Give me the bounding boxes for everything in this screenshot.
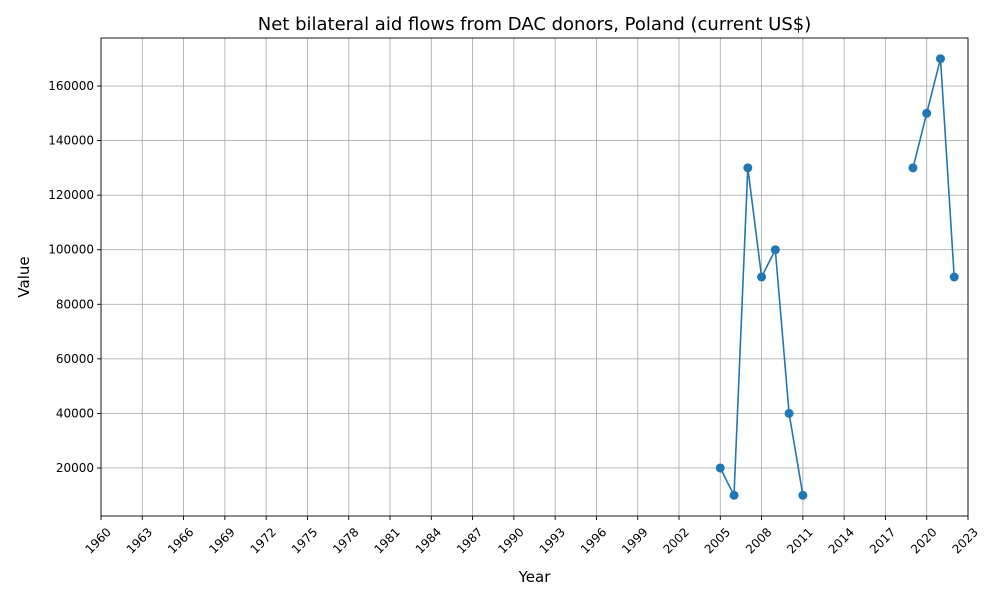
x-tick-label: 1987 [454,525,485,556]
y-tick-label: 140000 [48,134,94,148]
data-point [743,163,753,173]
data-point [949,272,959,282]
x-tick-label: 1966 [165,525,196,556]
x-tick-label: 1972 [248,525,279,556]
x-tick-label: 2005 [702,525,733,556]
x-tick-label: 1975 [289,525,320,556]
y-tick-label: 160000 [48,79,94,93]
series-line [912,57,955,278]
data-point [729,490,739,500]
x-tick-label: 2017 [867,525,898,556]
x-tick-label: 1963 [124,525,155,556]
y-axis-ticks: 20000 40000 60000 80000 100000 120000 140000 16… [48,79,101,475]
x-tick-label: 1990 [495,525,526,556]
data-point [784,408,794,418]
y-tick-label: 40000 [56,406,94,420]
y-axis-label: Value [15,256,33,297]
y-tick-label: 120000 [48,188,94,202]
y-tick-label: 80000 [56,297,94,311]
y-tick-label: 60000 [56,352,94,366]
x-axis-ticks: 1960 1963 1966 1969 1972 1975 1978 1981 1984 1987… [82,516,981,557]
x-tick-label: 1999 [619,525,650,556]
data-point [770,245,780,255]
chart-title: Net bilateral aid flows from DAC donors,… [258,14,812,35]
plot-frame [100,37,969,517]
x-tick-label: 1996 [578,525,609,556]
data-point [715,463,725,473]
x-tick-label: 1960 [82,525,113,556]
x-tick-label: 2020 [908,525,939,556]
x-tick-label: 1993 [537,525,568,556]
data-point [935,54,945,64]
x-tick-label: 1969 [206,525,237,556]
data-point [798,490,808,500]
y-tick-label: 20000 [56,461,94,475]
x-tick-label: 2002 [660,525,691,556]
x-tick-label: 1981 [371,525,402,556]
x-tick-label: 1978 [330,525,361,556]
x-tick-label: 2023 [949,525,980,556]
data-point [908,163,918,173]
y-tick-label: 100000 [48,243,94,257]
x-axis-label: Year [518,568,552,586]
x-tick-label: 2011 [784,525,815,556]
grid-lines [100,38,969,516]
series-layer [715,54,959,500]
x-tick-label: 2008 [743,525,774,556]
x-tick-label: 1984 [413,525,444,556]
data-point [922,108,932,118]
data-point [757,272,767,282]
x-tick-label: 2014 [826,525,857,556]
